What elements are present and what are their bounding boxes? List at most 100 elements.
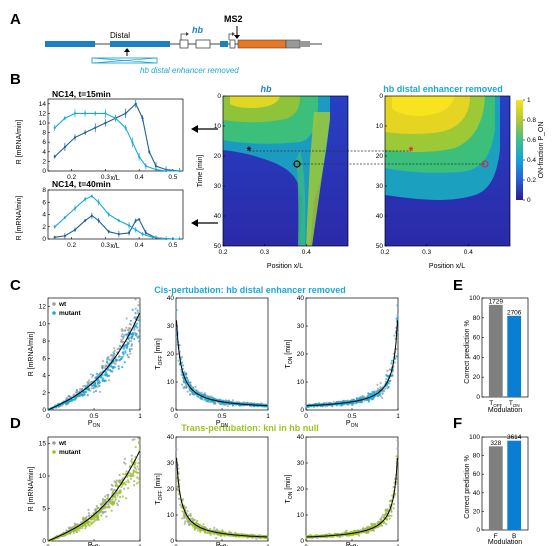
line-plot-t15-point-1-3 [84, 112, 87, 115]
scatter-d-toff-wt-points [175, 448, 269, 540]
line-plot-t40-point-0-2 [73, 228, 77, 231]
scatter-c-toff-ytick-4: 40 [167, 295, 175, 302]
scatter-c-r-legend-mutant-label: mutant [59, 310, 82, 317]
scatter-d-r-mutant-point [133, 480, 136, 483]
line-plot-t40-point-0-0 [53, 236, 56, 239]
scatter-d-toff-mutant-point [198, 523, 201, 526]
line-plot-t40-point-1-9 [134, 228, 137, 231]
scatter-d-r-wt-point [110, 509, 113, 512]
scatter-d-ton-ytick-2: 20 [297, 486, 305, 493]
scatter-d-ton-xtick-1: 0.5 [347, 544, 356, 546]
scatter-d-r-mutant-point [95, 514, 98, 517]
scatter-c-toff-mutant-point [205, 399, 209, 402]
heatmap-mutant-title: hb distal enhancer removed [383, 84, 503, 94]
scatter-d-r-wt-point [123, 457, 127, 460]
scatter-c-r-wt-point [126, 328, 129, 332]
scatter-d-r-wt-point [107, 503, 110, 506]
scatter-c-r-wt-point [130, 347, 133, 351]
scatter-c-r-mutant-point [102, 377, 105, 380]
scatter-c-ton-ylabel: TON [min] [285, 340, 294, 369]
line-plot-t40-point-0-1 [63, 234, 66, 238]
line-plot-t40-ytick-4: 8 [42, 187, 46, 194]
scatter-c-r-mutant-point [124, 351, 127, 354]
bar-chart-e-ytick-0: 0 [476, 394, 480, 401]
line-plot-t40-point-1-7 [117, 219, 120, 222]
scatter-c-r-ylabel: R [mRNA/min] [28, 332, 35, 377]
scatter-c-r-wt-point [113, 349, 116, 352]
scatter-c-r-mutant-point [92, 386, 95, 390]
scatter-c-ton-wt-point [332, 401, 335, 404]
scatter-d-ton-mutant-point [367, 531, 370, 534]
scatter-c-r-wt-point [128, 327, 132, 330]
line-plot-t15-title: NC14, t=15min [52, 89, 111, 99]
scatter-d-r-mutant-point [94, 516, 97, 519]
scatter-d-toff-mutant-point [204, 527, 208, 530]
scatter-c-toff-mutant-point [182, 380, 185, 383]
scatter-c-r-mutant-point [83, 393, 86, 396]
bar-chart-f-ytick-0: 0 [476, 527, 480, 534]
ms2-label: MS2 [224, 14, 243, 24]
scatter-c-r-mutant-point [75, 388, 78, 392]
scatter-d-toff-ylabel: TOFF [min] [155, 473, 164, 504]
bar-chart-e-bar-label-1: 2706 [507, 309, 522, 316]
heatmap-hb: hb Time [min] Position x/L [197, 84, 348, 270]
scatter-d-ton-wt-point [396, 447, 399, 450]
scatter-d-ton-xtick-0: 0 [304, 544, 308, 546]
scatter-c-ton-mutant-point [361, 396, 364, 400]
scatter-c-toff-wt-point [226, 404, 229, 408]
scatter-d-r-wt-point [117, 500, 120, 503]
scatter-d-r-xtick-1: 0.5 [89, 544, 98, 546]
scatter-c-r-wt-point [133, 328, 136, 331]
scatter-d-r-wt-point [116, 504, 119, 507]
heatmap-hb-title: hb [261, 84, 272, 94]
scatter-d-toff-wt-point [181, 517, 184, 520]
panel-label-c: C [10, 277, 21, 294]
scatter-d-toff-wt-point [184, 520, 187, 523]
line-plot-t15-ytick-1: 2 [42, 158, 46, 165]
scatter-d-r-wt-point [101, 497, 105, 501]
scatter-d-ton-mutant-point [381, 514, 384, 517]
colorbar: ON-fraction P_ON [516, 100, 545, 200]
scatter-d-toff-wt-point [187, 523, 190, 526]
scatter-c-toff-mutant-point [189, 381, 192, 384]
scatter-c-ton-mutant-point [315, 403, 319, 406]
scatter-c-toff-mutant-point [193, 392, 196, 395]
scatter-c-r-legend-mutant-swatch [52, 311, 56, 315]
scatter-c-ton-mutant-point [378, 393, 381, 396]
line-plot-t15-point-1-12 [165, 169, 168, 173]
scatter-d-r-wt-point [122, 487, 126, 490]
scatter-c-toff-xtick-0: 0 [174, 413, 178, 420]
scatter-d-ton-mutant-point [384, 509, 387, 512]
heatmap-hb-ytick-4: 40 [214, 213, 222, 220]
scatter-d-r-mutant-point [127, 481, 130, 484]
line-plot-t15-ytick-5: 10 [39, 120, 47, 127]
scatter-d-r-wt-point [102, 499, 105, 502]
scatter-c-r-mutant-point [126, 333, 129, 336]
scatter-c-r-wt-point [79, 387, 82, 390]
scatter-c-toff-wt-point [212, 402, 215, 405]
scatter-c-r-legend-wt-swatch [52, 302, 56, 306]
scatter-c-ton-mutant-point [396, 316, 399, 319]
line-plot-t15-ytick-2: 4 [42, 149, 46, 156]
scatter-d-toff-mutant-point [234, 531, 237, 535]
scatter-d-toff-mutant-point [202, 523, 205, 526]
scatter-c-ton-wt-points [305, 313, 399, 409]
scatter-c-toff-wt-point [200, 391, 203, 394]
scatter-d-r-mutant-point [138, 481, 141, 484]
scatter-d-r-wt-point [95, 504, 98, 508]
scatter-c-ton-mutant-point [394, 357, 397, 360]
circle-marker-mutant [481, 160, 489, 168]
scatter-c-toff-xtick-1: 0.5 [217, 413, 226, 420]
scatter-c-ton-mutant-point [365, 398, 368, 402]
scatter-d-toff-mutant-point [181, 510, 184, 513]
line-plot-t15-series-0 [54, 102, 180, 172]
star-marker-mutant: * [409, 144, 414, 158]
scatter-c-r-mutant-point [126, 341, 130, 344]
scatter-d-toff-ytick-2: 20 [167, 486, 175, 493]
scatter-c-toff-mutant-point [175, 309, 178, 312]
line-plot-t40-point-1-1 [63, 216, 66, 219]
scatter-c-r-mutant-point [134, 312, 137, 315]
scatter-d-r-wt-point [125, 470, 128, 473]
scatter-c-ton-mutant-point [386, 387, 389, 390]
bar-chart-e-ytick-2: 40 [473, 354, 481, 361]
